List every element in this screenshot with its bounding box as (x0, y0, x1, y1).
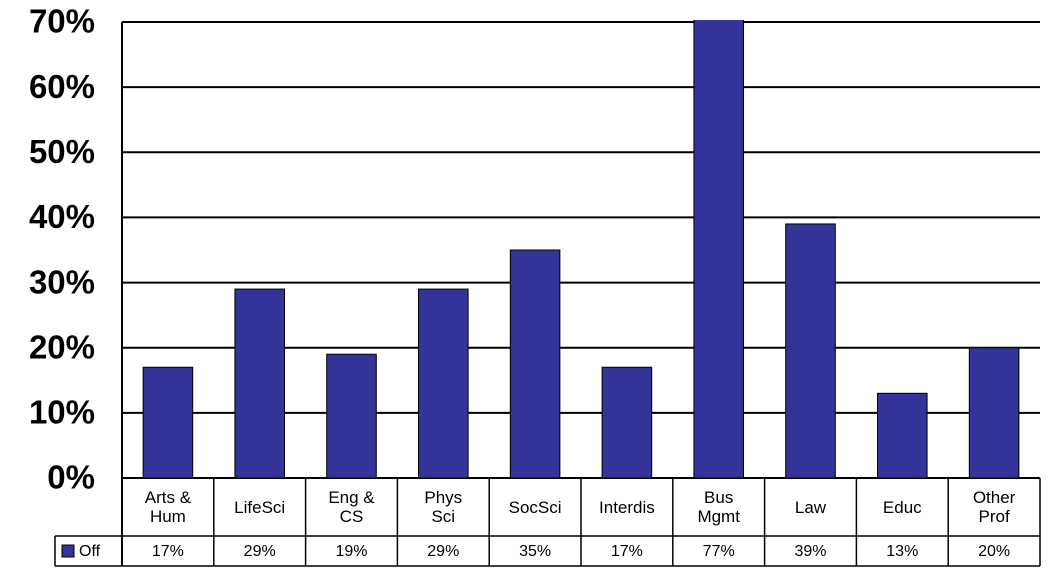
y-tick-label: 20% (29, 328, 95, 365)
x-tick-label: Eng & CS (328, 488, 375, 526)
x-tick-label: Bus Mgmt (697, 488, 740, 526)
bars (142, 20, 1020, 479)
x-tick-label-box: LifeSci (234, 497, 286, 517)
x-tick-label-box: Law (794, 497, 827, 517)
x-tick-label: Arts & Hum (144, 488, 192, 526)
y-tick-label: 0% (47, 459, 95, 496)
value-label: 29% (427, 543, 459, 560)
value-label: 17% (152, 543, 184, 560)
bar (968, 347, 1020, 479)
x-tick-label: LifeSci (234, 497, 286, 517)
x-tick-label: SocSci (508, 497, 562, 517)
bar (877, 392, 928, 479)
x-tick-label-box: Educ (882, 497, 922, 517)
bar (418, 288, 469, 479)
x-tick-label-box: Bus Mgmt (697, 488, 740, 526)
x-tick-label: Educ (882, 497, 922, 517)
x-tick-label: Phys Sci (424, 488, 463, 526)
value-label: 20% (978, 543, 1010, 560)
bar (785, 223, 836, 479)
x-tick-label-box: Interdis (599, 497, 655, 517)
bar (234, 288, 285, 479)
bar (509, 249, 561, 479)
x-tick-label-box: SocSci (508, 497, 562, 517)
y-tick-label: 40% (29, 198, 95, 235)
bar (326, 353, 377, 479)
value-label: 19% (335, 543, 367, 560)
data-table: Off 17% 29% 19% 29% 35% 17% 77% 39% 13% 20% Arts & … (54, 478, 1041, 567)
legend-label: Off (79, 543, 101, 560)
value-label: 77% (703, 543, 735, 560)
legend-swatch (61, 544, 75, 558)
value-label: 35% (519, 543, 551, 560)
value-label: 17% (611, 543, 643, 560)
x-tick-label-box: Other Prof (972, 488, 1016, 526)
y-tick-label: 70% (29, 3, 95, 40)
y-tick-label: 50% (29, 133, 95, 170)
x-tick-label: Other Prof (972, 488, 1016, 526)
y-tick-label: 60% (29, 68, 95, 105)
bar (142, 366, 194, 479)
x-tick-label-box: Eng & CS (328, 488, 375, 526)
bar (693, 20, 744, 479)
y-tick-label: 30% (29, 263, 95, 300)
x-tick-label: Law (794, 497, 827, 517)
value-label: 13% (886, 543, 918, 560)
x-tick-label-box: Phys Sci (424, 488, 463, 526)
x-tick-label: Interdis (599, 497, 655, 517)
value-label: 29% (244, 543, 276, 560)
bar (601, 366, 653, 479)
value-label: 39% (794, 543, 826, 560)
y-tick-label: 10% (29, 394, 95, 431)
x-tick-label-box: Arts & Hum (144, 488, 192, 526)
